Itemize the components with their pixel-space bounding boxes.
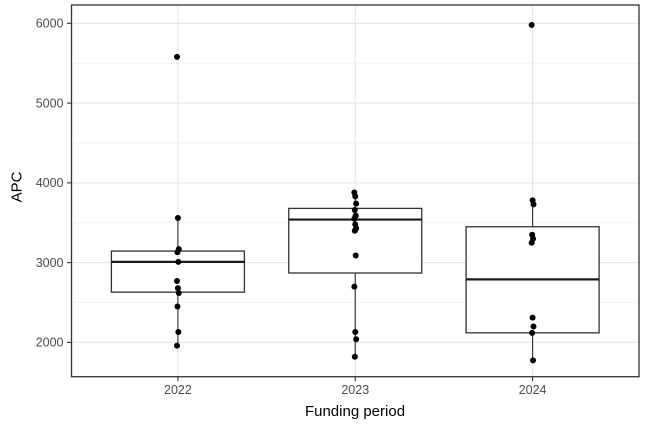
data-point — [530, 357, 537, 364]
data-point — [352, 252, 359, 259]
data-point — [174, 277, 181, 284]
data-point — [174, 342, 181, 349]
data-point — [175, 329, 182, 336]
data-point — [530, 323, 537, 330]
data-point — [174, 53, 181, 60]
data-point — [352, 193, 359, 200]
y-tick-label: 3000 — [36, 256, 64, 270]
data-point — [174, 303, 181, 310]
x-axis-title: Funding period — [304, 403, 406, 420]
y-tick-label: 6000 — [36, 17, 64, 31]
x-tick-label: 2023 — [341, 383, 369, 397]
y-tick-label: 5000 — [36, 96, 64, 110]
data-point — [175, 258, 182, 265]
y-tick-label: 4000 — [36, 176, 64, 190]
data-point — [353, 200, 360, 207]
data-point — [175, 289, 182, 296]
data-point — [352, 329, 359, 336]
data-point — [351, 353, 358, 360]
data-point — [351, 206, 358, 213]
data-point — [353, 336, 360, 343]
y-axis-title: APC — [8, 171, 26, 203]
data-point — [174, 214, 181, 221]
data-point — [351, 227, 358, 234]
data-point — [174, 249, 181, 256]
data-point — [351, 283, 358, 290]
data-point — [174, 285, 181, 292]
data-point — [529, 329, 536, 336]
data-point — [528, 239, 535, 246]
x-tick-label: 2024 — [519, 383, 547, 397]
x-tick-label: 2022 — [164, 383, 192, 397]
y-tick-label: 2000 — [36, 336, 64, 350]
data-point — [351, 215, 358, 222]
data-point — [529, 314, 536, 321]
data-point — [528, 21, 535, 28]
data-point — [530, 201, 537, 208]
